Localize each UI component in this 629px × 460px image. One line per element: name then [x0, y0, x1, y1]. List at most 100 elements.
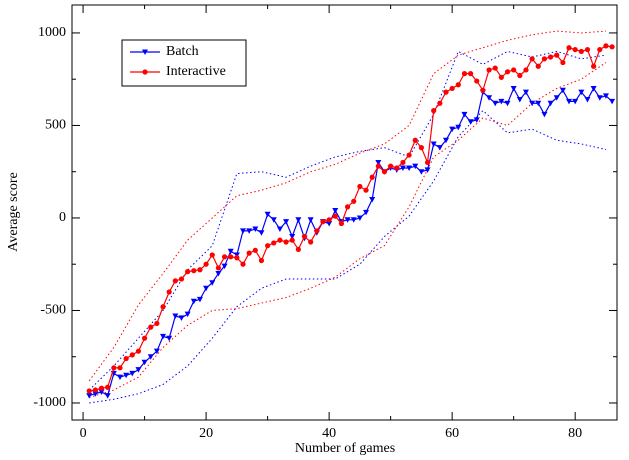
point: [388, 163, 394, 169]
point: [135, 367, 142, 373]
point: [166, 335, 173, 342]
point: [227, 248, 234, 255]
point: [510, 85, 517, 92]
point: [375, 159, 382, 166]
point: [92, 391, 99, 397]
point: [418, 145, 424, 151]
point: [203, 261, 209, 267]
point: [332, 213, 338, 219]
point: [215, 270, 222, 277]
point: [351, 198, 357, 204]
point: [399, 165, 406, 172]
point: [578, 89, 585, 96]
confidence-band: [89, 62, 607, 398]
point: [584, 46, 591, 53]
point: [522, 89, 529, 96]
point: [529, 56, 535, 62]
point: [572, 98, 579, 105]
point: [406, 152, 412, 158]
y-tick-label: -500: [40, 303, 66, 318]
point: [541, 56, 548, 62]
point: [184, 311, 191, 318]
point: [160, 304, 166, 310]
point: [105, 384, 111, 390]
point: [455, 82, 461, 88]
point: [603, 43, 609, 49]
point: [553, 95, 560, 101]
point: [160, 333, 167, 340]
x-tick-label: 20: [199, 426, 213, 441]
point: [455, 124, 462, 131]
point: [596, 95, 603, 101]
point: [369, 196, 376, 203]
point: [209, 280, 216, 286]
point: [283, 239, 289, 245]
point: [412, 137, 418, 143]
series-line: [89, 45, 613, 392]
point: [221, 254, 228, 260]
point: [486, 95, 493, 101]
point: [467, 119, 474, 125]
point: [141, 335, 148, 341]
point: [283, 219, 290, 225]
legend-marker: [142, 49, 148, 55]
point: [609, 44, 615, 50]
point: [529, 100, 536, 107]
point: [289, 237, 295, 243]
point: [572, 46, 578, 53]
point: [228, 254, 234, 260]
point: [123, 355, 129, 362]
point: [240, 261, 246, 267]
point: [437, 100, 443, 106]
point: [98, 389, 105, 395]
point: [270, 217, 277, 223]
x-tick-label: 0: [80, 426, 87, 441]
point: [535, 63, 541, 69]
point: [215, 265, 221, 271]
point: [559, 87, 566, 94]
point: [185, 269, 191, 275]
point: [295, 217, 302, 223]
point: [461, 71, 468, 77]
point: [350, 217, 357, 223]
point: [363, 187, 369, 193]
point: [554, 52, 560, 58]
point: [172, 313, 179, 320]
point: [344, 204, 351, 210]
point: [357, 183, 363, 190]
point: [332, 208, 339, 214]
point: [295, 246, 301, 253]
point: [246, 250, 252, 256]
point: [178, 315, 185, 321]
legend-label: Interactive: [166, 64, 226, 79]
y-tick-label: 1000: [38, 25, 66, 40]
x-tick-label: 80: [568, 426, 582, 441]
point: [196, 296, 203, 303]
point: [381, 169, 388, 175]
point: [203, 285, 210, 292]
point: [560, 59, 566, 66]
point: [154, 320, 160, 327]
point: [547, 54, 554, 60]
point: [394, 165, 400, 171]
point: [116, 374, 123, 381]
point: [153, 348, 160, 355]
point: [516, 97, 523, 103]
point: [271, 240, 277, 246]
point: [492, 100, 499, 107]
point: [246, 228, 253, 234]
point: [584, 97, 591, 103]
confidence-band: [88, 50, 607, 391]
point: [147, 354, 154, 360]
point: [307, 217, 314, 223]
point: [566, 45, 572, 51]
point: [474, 78, 480, 84]
point: [240, 228, 247, 234]
x-tick-label: 40: [322, 426, 336, 441]
point: [197, 267, 203, 273]
point: [166, 289, 172, 295]
point: [252, 247, 258, 253]
point: [498, 98, 505, 105]
point: [117, 365, 123, 371]
